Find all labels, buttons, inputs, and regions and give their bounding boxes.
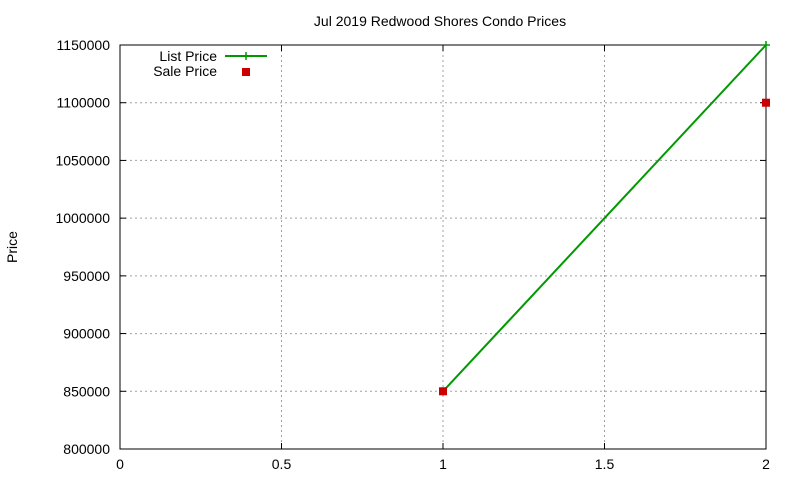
x-tick-label: 1 [439,456,447,472]
sale-price-point [439,387,447,396]
y-axis: 800000 850000 900000 950000 1000000 1050000 11… [55,37,766,457]
x-tick-label: 0.5 [272,456,292,472]
chart-title: Jul 2019 Redwood Shores Condo Prices [314,13,566,29]
x-tick-label: 0 [116,456,124,472]
x-tick-label: 2 [762,456,770,472]
y-tick-label: 850000 [63,383,110,399]
legend-swatch-sale-price [242,68,250,76]
y-tick-label: 1150000 [57,37,111,53]
legend-swatch-list-price [225,52,267,60]
y-tick-label: 900000 [63,326,110,342]
y-tick-label: 1000000 [55,210,110,226]
legend: List Price Sale Price [153,48,267,79]
series-area [439,41,770,396]
x-tick-label: 1.5 [595,456,615,472]
list-price-point [762,41,770,49]
sale-price-point [762,98,770,107]
y-axis-label: Price [4,231,20,263]
legend-label-list-price: List Price [159,48,217,64]
x-axis: 0 0.5 1 1.5 2 [116,45,770,472]
legend-square-marker [242,68,250,76]
y-tick-label: 1100000 [57,95,111,111]
y-tick-label: 800000 [63,441,110,457]
list-price-line [442,44,767,392]
y-tick-label: 1050000 [55,152,110,168]
legend-label-sale-price: Sale Price [153,63,217,79]
grid [120,45,766,449]
y-tick-label: 950000 [63,268,110,284]
legend-plus-marker [242,52,250,60]
